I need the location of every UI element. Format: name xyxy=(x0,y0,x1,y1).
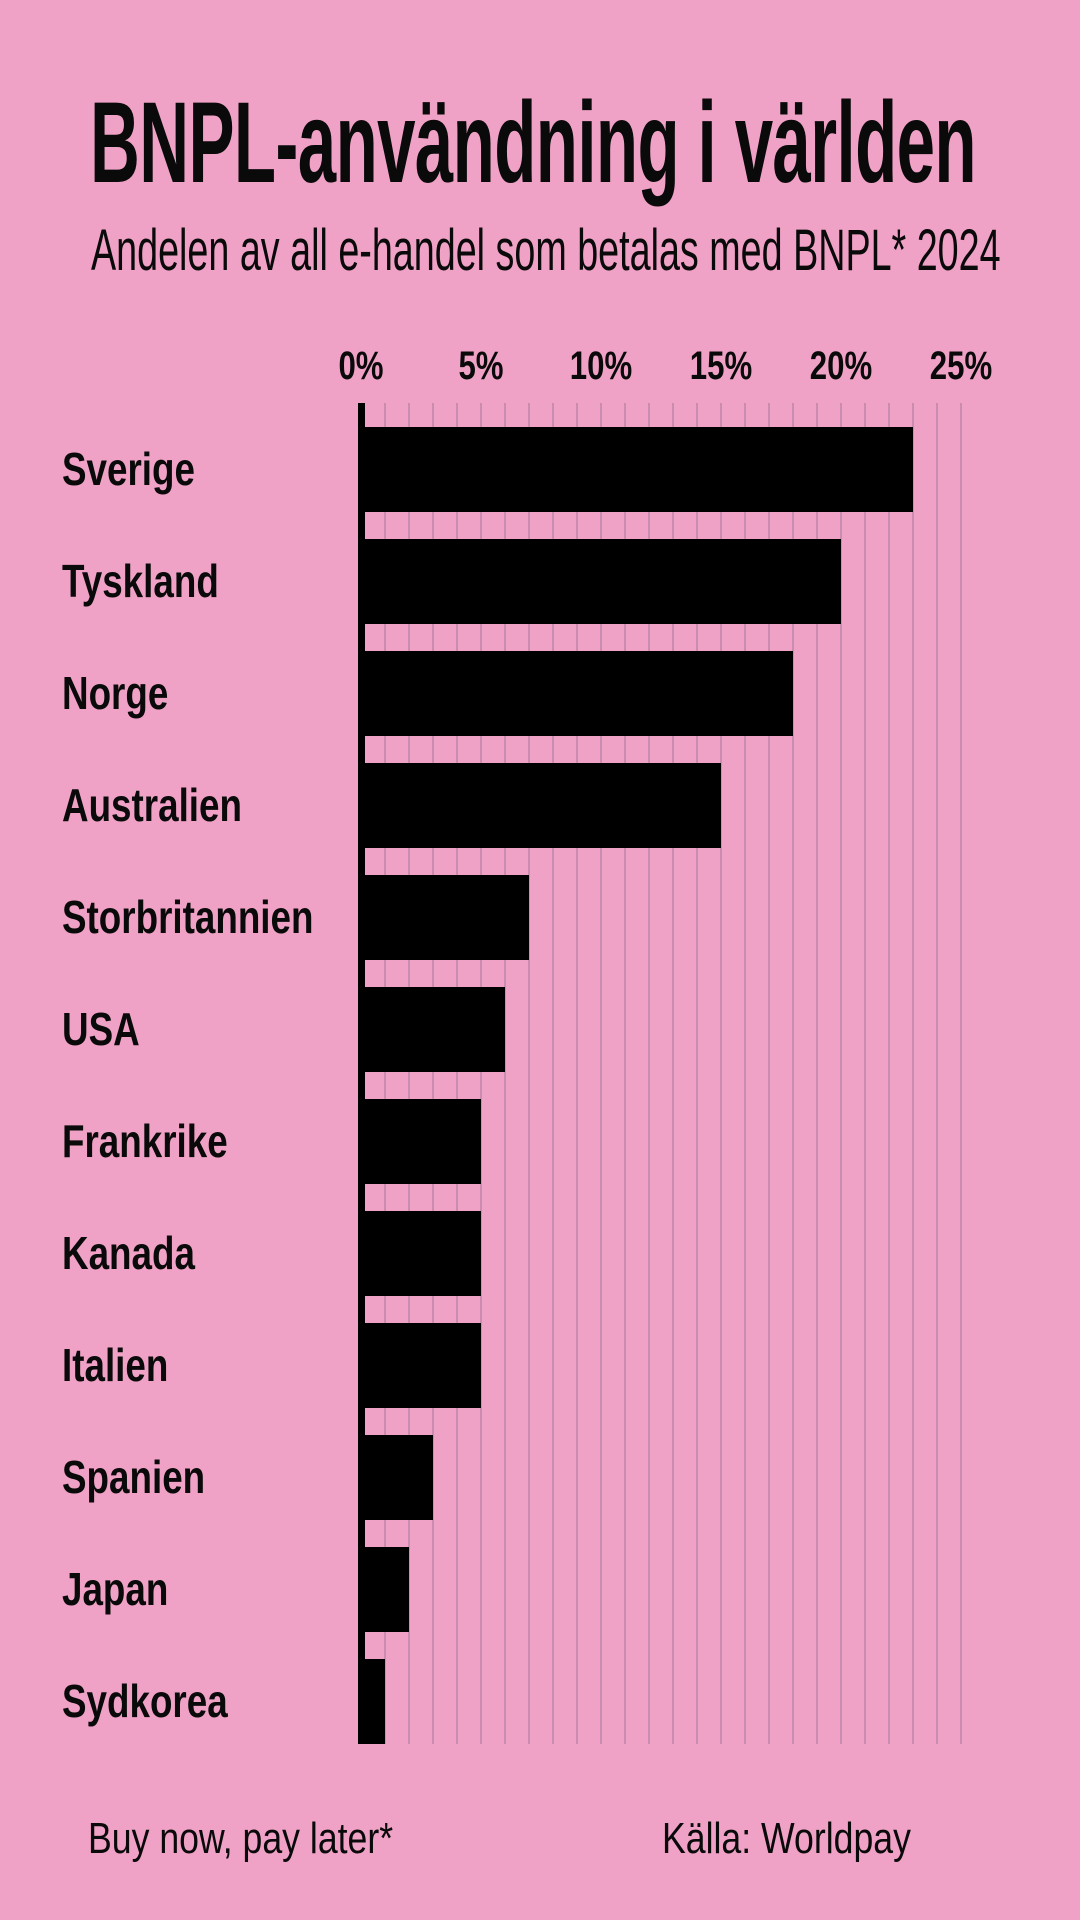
gridline xyxy=(480,403,482,1744)
footnote-text: Buy now, pay later* xyxy=(88,1814,394,1863)
gridline xyxy=(384,403,386,1744)
gridline xyxy=(888,403,890,1744)
gridline xyxy=(504,403,506,1744)
gridline xyxy=(408,403,410,1744)
bar-usa xyxy=(361,987,505,1072)
gridline xyxy=(528,403,530,1744)
chart-subtitle: Andelen av all e-handel som betalas med … xyxy=(91,218,1001,283)
gridline xyxy=(768,403,770,1744)
category-label-frankrike: Frankrike xyxy=(62,1115,228,1167)
bar-japan xyxy=(361,1547,409,1632)
category-label-norge: Norge xyxy=(62,667,169,719)
category-label-sydkorea: Sydkorea xyxy=(62,1675,228,1727)
x-axis-tick-label: 5% xyxy=(458,344,504,388)
gridline xyxy=(432,403,434,1744)
gridline xyxy=(864,403,866,1744)
gridline xyxy=(936,403,938,1744)
gridline xyxy=(648,403,650,1744)
gridline xyxy=(672,403,674,1744)
gridline xyxy=(720,403,722,1744)
gridline xyxy=(816,403,818,1744)
category-label-italien: Italien xyxy=(62,1339,169,1391)
category-label-tyskland: Tyskland xyxy=(62,555,219,607)
gridline xyxy=(600,403,602,1744)
bar-australien xyxy=(361,763,721,848)
bar-sverige xyxy=(361,427,913,512)
category-label-usa: USA xyxy=(62,1003,140,1055)
category-label-kanada: Kanada xyxy=(62,1227,195,1279)
bar-storbritannien xyxy=(361,875,529,960)
category-label-storbritannien: Storbritannien xyxy=(62,891,314,943)
chart-title: BNPL-användning i världen xyxy=(90,79,977,207)
x-axis-tick-label: 25% xyxy=(929,344,993,388)
gridline xyxy=(552,403,554,1744)
x-axis-tick-label: 20% xyxy=(809,344,873,388)
source-credit: Källa: Worldpay xyxy=(662,1814,911,1863)
bar-kanada xyxy=(361,1211,481,1296)
x-axis-tick-label: 10% xyxy=(569,344,633,388)
category-label-japan: Japan xyxy=(62,1563,169,1615)
gridline xyxy=(624,403,626,1744)
bar-italien xyxy=(361,1323,481,1408)
gridline xyxy=(456,403,458,1744)
gridline xyxy=(792,403,794,1744)
gridline xyxy=(840,403,842,1744)
bar-norge xyxy=(361,651,793,736)
gridline xyxy=(576,403,578,1744)
bar-tyskland xyxy=(361,539,841,624)
gridline xyxy=(960,403,962,1744)
category-label-sverige: Sverige xyxy=(62,443,195,495)
category-label-spanien: Spanien xyxy=(62,1451,206,1503)
x-axis-tick-label: 15% xyxy=(689,344,753,388)
x-axis-tick-label: 0% xyxy=(338,344,384,388)
bar-spanien xyxy=(361,1435,433,1520)
gridline xyxy=(696,403,698,1744)
gridline xyxy=(744,403,746,1744)
bar-sydkorea xyxy=(361,1659,385,1744)
category-label-australien: Australien xyxy=(62,779,242,831)
gridline xyxy=(912,403,914,1744)
y-axis-baseline xyxy=(358,403,365,1744)
bar-frankrike xyxy=(361,1099,481,1184)
